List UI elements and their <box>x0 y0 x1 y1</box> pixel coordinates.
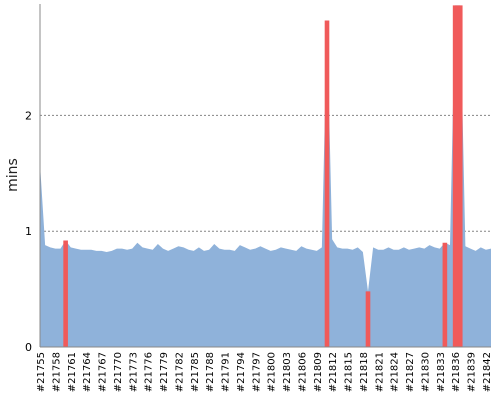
x-tick-label: #21755 <box>36 352 47 392</box>
failed-build-bar <box>63 240 68 347</box>
failed-build-bar <box>324 20 330 347</box>
x-tick-label: #21830 <box>420 352 431 392</box>
x-tick-label: #21842 <box>482 352 493 392</box>
x-tick-labels: #21755 #21758 #21761 #21764 #21767 #21770 #217… <box>36 352 493 392</box>
x-tick-label: #21764 <box>82 352 93 392</box>
x-tick-label: #21836 <box>451 352 462 392</box>
x-tick-label: #21812 <box>328 352 339 392</box>
failed-build-bar <box>442 242 448 347</box>
x-tick-label: #21818 <box>359 352 370 392</box>
x-tick-label: #21785 <box>190 352 201 392</box>
x-tick-label: #21827 <box>405 352 416 392</box>
x-tick-label: #21767 <box>98 352 109 392</box>
area-series <box>40 5 491 347</box>
failed-build-bar <box>365 291 371 347</box>
x-tick-label: #21782 <box>174 352 185 392</box>
y-tick-label: 1 <box>25 225 32 238</box>
y-tick-labels: 0 1 2 <box>25 109 32 354</box>
x-tick-label: #21791 <box>221 352 232 392</box>
y-tick-label: 2 <box>25 109 32 122</box>
y-tick-label: 0 <box>25 341 32 354</box>
x-tick-label: #21806 <box>297 352 308 392</box>
failed-build-bar <box>452 5 463 347</box>
x-tick-label: #21833 <box>436 352 447 392</box>
x-tick-label: #21815 <box>344 352 355 392</box>
x-tick-label: #21776 <box>144 352 155 392</box>
x-tick-label: #21803 <box>282 352 293 392</box>
x-tick-label: #21779 <box>159 352 170 392</box>
y-axis-title: mins <box>5 158 21 192</box>
x-tick-label: #21794 <box>236 352 247 392</box>
x-tick-label: #21821 <box>374 352 385 392</box>
x-tick-label: #21797 <box>251 352 262 392</box>
x-tick-label: #21758 <box>51 352 62 392</box>
highlight-bars <box>63 5 463 347</box>
x-tick-label: #21773 <box>128 352 139 392</box>
x-tick-label: #21788 <box>205 352 216 392</box>
y-gridlines <box>40 114 491 232</box>
x-tick-label: #21809 <box>313 352 324 392</box>
x-tick-label: #21824 <box>390 352 401 392</box>
x-tick-label: #21839 <box>467 352 478 392</box>
axes <box>39 4 491 348</box>
x-tick-label: #21770 <box>113 352 124 392</box>
x-tick-label: #21761 <box>67 352 78 392</box>
area-fill <box>40 5 491 347</box>
x-tick-label: #21800 <box>267 352 278 392</box>
